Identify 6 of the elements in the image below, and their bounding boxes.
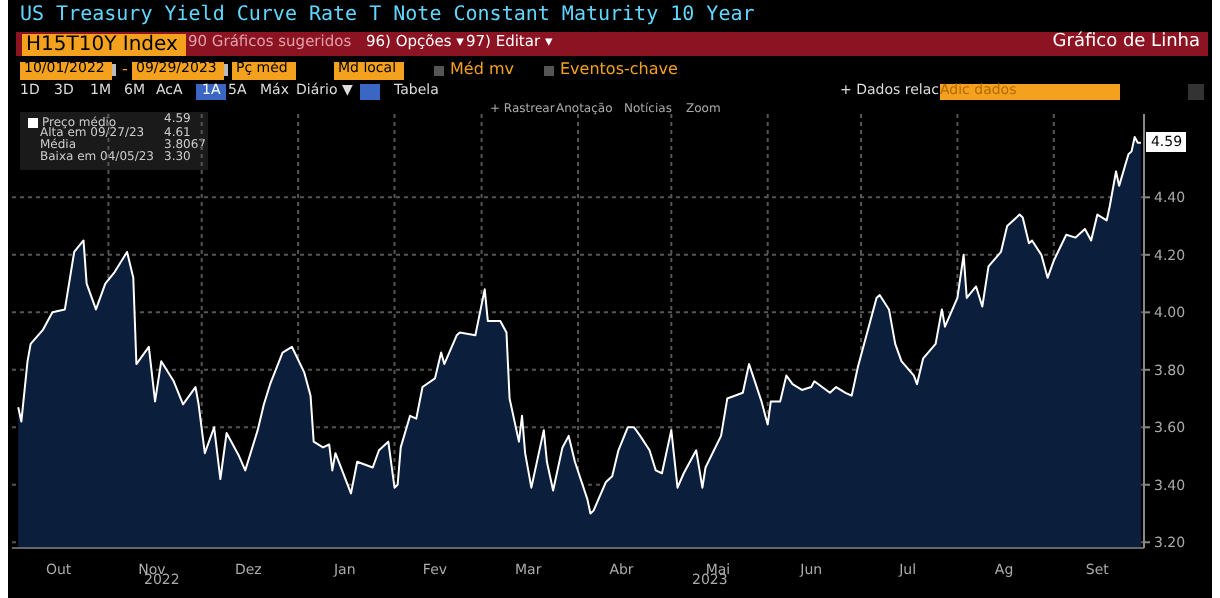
text: Méd mv: [450, 60, 514, 80]
chart-title: US Treasury Yield Curve Rate T Note Constant Maturity 10 Year: [20, 4, 755, 26]
text: H15T10Y Index: [22, 34, 186, 56]
text: Eventos-chave: [560, 60, 678, 80]
text: Gráfico de Linha: [1052, 32, 1200, 54]
text: -: [122, 60, 128, 80]
